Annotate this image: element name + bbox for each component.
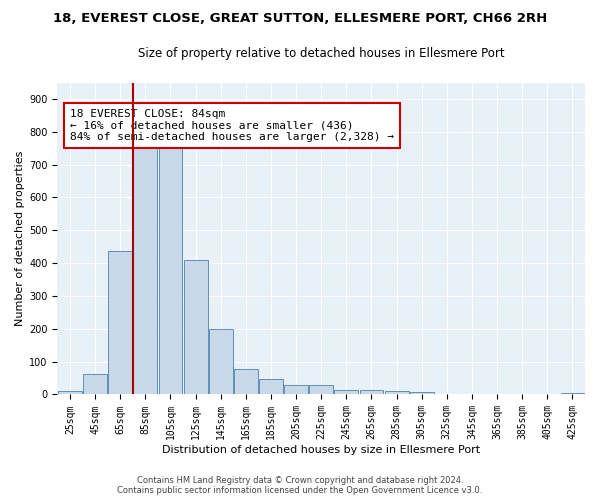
Bar [359, 390, 383, 394]
Bar [158, 148, 182, 394]
Title: Size of property relative to detached houses in Ellesmere Port: Size of property relative to detached ho… [138, 48, 505, 60]
Bar [58, 391, 82, 394]
Bar [133, 146, 157, 394]
Bar [560, 393, 584, 394]
Y-axis label: Number of detached properties: Number of detached properties [15, 151, 25, 326]
Bar [209, 330, 233, 394]
Bar [259, 380, 283, 394]
X-axis label: Distribution of detached houses by size in Ellesmere Port: Distribution of detached houses by size … [162, 445, 480, 455]
Text: Contains HM Land Registry data © Crown copyright and database right 2024.
Contai: Contains HM Land Registry data © Crown c… [118, 476, 482, 495]
Text: 18, EVEREST CLOSE, GREAT SUTTON, ELLESMERE PORT, CH66 2RH: 18, EVEREST CLOSE, GREAT SUTTON, ELLESME… [53, 12, 547, 26]
Bar [334, 390, 358, 394]
Bar [309, 386, 333, 394]
Bar [385, 391, 409, 394]
Bar [83, 374, 107, 394]
Bar [410, 392, 434, 394]
Bar [108, 251, 132, 394]
Bar [184, 260, 208, 394]
Bar [284, 384, 308, 394]
Bar [234, 369, 258, 394]
Text: 18 EVEREST CLOSE: 84sqm
← 16% of detached houses are smaller (436)
84% of semi-d: 18 EVEREST CLOSE: 84sqm ← 16% of detache… [70, 109, 394, 142]
